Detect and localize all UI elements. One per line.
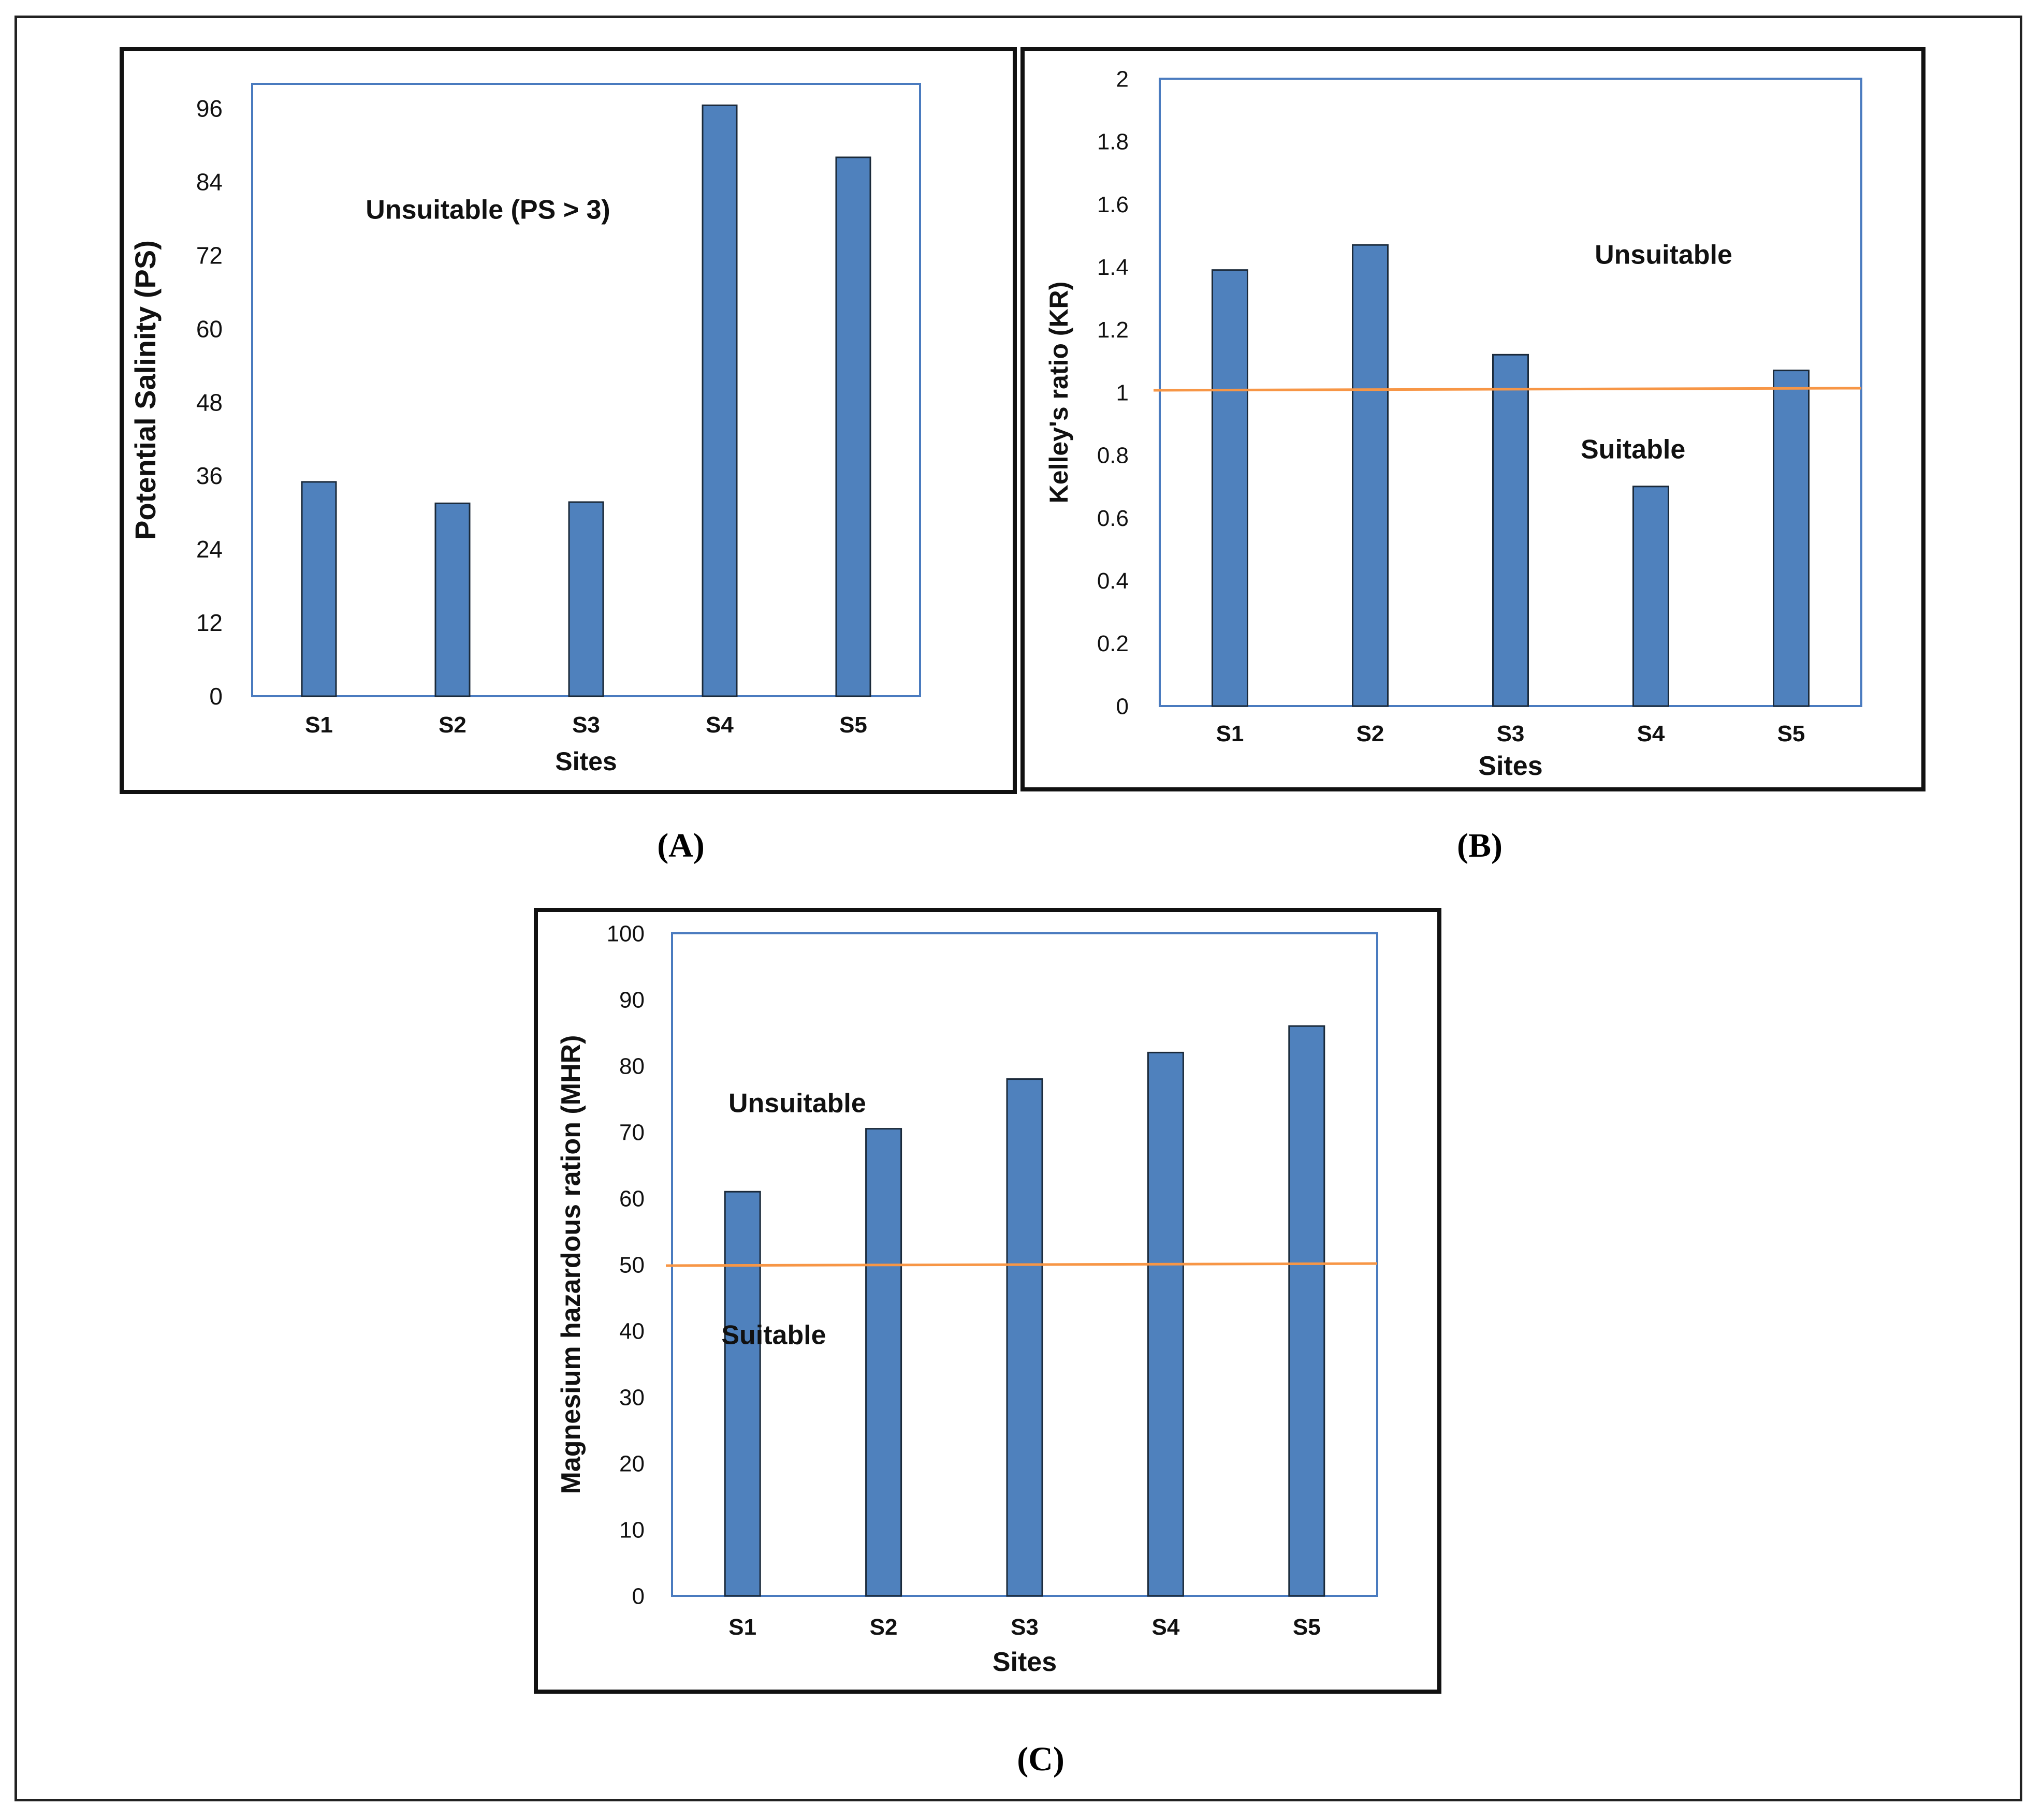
annotation-label: Suitable — [1581, 434, 1685, 464]
annotation-label: Unsuitable (PS > 3) — [366, 195, 610, 225]
x-category-label: S5 — [1777, 721, 1805, 746]
x-axis-label: Sites — [993, 1647, 1057, 1677]
y-tick-label: 0.8 — [1097, 443, 1129, 468]
bar-s5 — [1773, 370, 1810, 707]
y-tick-label: 20 — [619, 1451, 645, 1476]
bar-s4 — [1147, 1051, 1184, 1597]
x-category-label: S5 — [839, 712, 867, 738]
y-tick-label: 60 — [196, 315, 223, 342]
panel-b: 0 0.2 0.4 0.6 0.8 1 1.2 1.4 1.6 1.8 2 S1 S2 S3 S4 S5 Sit… — [1020, 47, 1926, 864]
y-tick-label: 2 — [1116, 66, 1129, 92]
x-axis-label: Sites — [1478, 751, 1542, 781]
y-tick-label: 84 — [196, 168, 223, 195]
y-tick-label: 1 — [1116, 380, 1129, 405]
y-tick-label: 40 — [619, 1318, 645, 1344]
panel-a-caption: (A) — [657, 827, 705, 864]
y-tick-label: 24 — [196, 536, 223, 563]
bar-s2 — [434, 502, 471, 697]
x-category-label: S3 — [1011, 1614, 1039, 1640]
chart-c: 0 10 20 30 40 50 60 70 80 90 100 S1 S2 S3 S4 S5 Sites Mag… — [556, 921, 1378, 1677]
chart-a: 0 12 24 36 48 60 72 84 96 S1 S2 S3 S4 S5 Sites Potentia… — [129, 83, 921, 776]
bar-s3 — [568, 501, 604, 697]
y-tick-label: 0.2 — [1097, 631, 1129, 656]
chart-b: 0 0.2 0.4 0.6 0.8 1 1.2 1.4 1.6 1.8 2 S1 S2 S3 S4 S5 Sit… — [1044, 66, 1862, 781]
annotation-label: Unsuitable — [1595, 240, 1732, 270]
y-tick-label: 1.2 — [1097, 317, 1129, 343]
x-category-label: S2 — [1357, 721, 1384, 746]
y-tick-label: 50 — [619, 1252, 645, 1278]
panel-b-caption: (B) — [1457, 827, 1503, 864]
y-tick-label: 90 — [619, 987, 645, 1012]
y-tick-label: 12 — [196, 609, 223, 636]
x-category-label: S4 — [706, 712, 734, 738]
x-category-label: S4 — [1637, 721, 1665, 746]
panel-c: 0 10 20 30 40 50 60 70 80 90 100 S1 S2 S3 S4 S5 Sites Mag… — [534, 908, 1441, 1778]
panel-c-caption: (C) — [1017, 1740, 1064, 1778]
y-tick-label: 0.6 — [1097, 506, 1129, 531]
x-category-label: S2 — [870, 1614, 898, 1640]
threshold-line — [1153, 387, 1862, 392]
x-category-label: S2 — [439, 712, 466, 738]
y-tick-label: 0 — [632, 1583, 645, 1609]
x-category-label: S1 — [728, 1614, 756, 1640]
y-axis-label: Potential Salinity (PS) — [129, 240, 162, 540]
panel-a: 0 12 24 36 48 60 72 84 96 S1 S2 S3 S4 S5 Sites Potentia… — [120, 47, 1017, 864]
x-category-label: S1 — [1216, 721, 1244, 746]
panel-c-frame — [534, 908, 1441, 1694]
figure-border — [14, 16, 2022, 1801]
bar-s1 — [1212, 269, 1248, 707]
y-tick-label: 0 — [1116, 694, 1129, 719]
y-axis-label: Kelley's ratio (KR) — [1044, 282, 1073, 504]
bar-s3 — [1492, 354, 1529, 707]
y-tick-label: 48 — [196, 389, 223, 416]
bar-s2 — [865, 1128, 902, 1597]
y-tick-label: 100 — [607, 921, 645, 946]
bar-s5 — [1288, 1025, 1325, 1597]
y-tick-label: 1.8 — [1097, 129, 1129, 155]
x-axis-label: Sites — [555, 747, 617, 776]
bar-s2 — [1352, 244, 1389, 707]
y-tick-label: 70 — [619, 1120, 645, 1145]
y-tick-label: 1.6 — [1097, 192, 1129, 217]
y-tick-label: 60 — [619, 1186, 645, 1211]
panel-a-frame — [120, 47, 1017, 794]
x-category-label: S1 — [305, 712, 333, 738]
threshold-line — [665, 1262, 1378, 1267]
bar-s1 — [301, 481, 337, 697]
bar-s1 — [724, 1191, 761, 1597]
y-tick-label: 0 — [209, 683, 223, 710]
y-tick-label: 10 — [619, 1517, 645, 1543]
annotation-label: Unsuitable — [728, 1089, 866, 1119]
bar-s3 — [1006, 1078, 1043, 1597]
bar-s5 — [835, 156, 871, 697]
y-axis-label: Magnesium hazardous ration (MHR) — [556, 1035, 586, 1494]
annotation-label: Suitable — [721, 1320, 826, 1351]
y-tick-label: 1.4 — [1097, 255, 1129, 280]
y-tick-label: 36 — [196, 462, 223, 489]
x-category-label: S3 — [572, 712, 600, 738]
y-tick-label: 30 — [619, 1385, 645, 1410]
y-tick-label: 72 — [196, 242, 223, 269]
x-category-label: S4 — [1151, 1614, 1179, 1640]
x-category-label: S3 — [1497, 721, 1525, 746]
x-category-label: S5 — [1293, 1614, 1321, 1640]
y-tick-label: 0.4 — [1097, 568, 1129, 594]
y-tick-label: 96 — [196, 95, 223, 122]
y-tick-label: 80 — [619, 1053, 645, 1079]
bar-s4 — [1632, 486, 1669, 707]
bar-s4 — [702, 104, 738, 697]
panel-b-frame — [1020, 47, 1926, 791]
